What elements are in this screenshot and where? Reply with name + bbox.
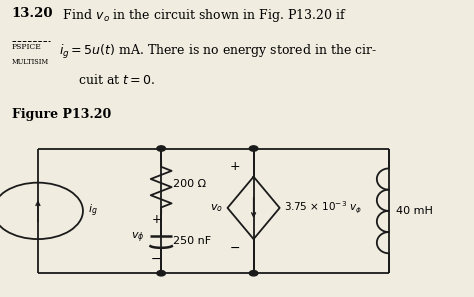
Text: $i_g = 5u(t)$ mA. There is no energy stored in the cir-: $i_g = 5u(t)$ mA. There is no energy sto… xyxy=(59,43,378,61)
Text: cuit at $t = 0$.: cuit at $t = 0$. xyxy=(78,73,155,87)
Circle shape xyxy=(157,271,165,276)
Text: +: + xyxy=(152,213,161,226)
Text: 40 mH: 40 mH xyxy=(396,206,433,216)
Text: Figure P13.20: Figure P13.20 xyxy=(12,108,111,121)
Text: $i_g$: $i_g$ xyxy=(88,203,97,219)
Text: $v_\phi$: $v_\phi$ xyxy=(131,230,145,245)
Text: +: + xyxy=(229,160,240,173)
Text: 3.75 × 10$^{-3}$ $v_\phi$: 3.75 × 10$^{-3}$ $v_\phi$ xyxy=(284,200,362,216)
Circle shape xyxy=(157,146,165,151)
Text: −: − xyxy=(150,253,161,266)
Text: 200 Ω: 200 Ω xyxy=(173,179,206,189)
Text: Find $v_o$ in the circuit shown in Fig. P13.20 if: Find $v_o$ in the circuit shown in Fig. … xyxy=(59,7,347,24)
Circle shape xyxy=(249,271,258,276)
Text: 250 nF: 250 nF xyxy=(173,236,211,246)
Text: 13.20: 13.20 xyxy=(12,7,54,20)
Circle shape xyxy=(249,146,258,151)
Text: MULTISIM: MULTISIM xyxy=(12,58,49,66)
Text: $v_o$: $v_o$ xyxy=(210,202,223,214)
Text: −: − xyxy=(229,241,240,255)
Text: PSPICE: PSPICE xyxy=(12,43,42,51)
